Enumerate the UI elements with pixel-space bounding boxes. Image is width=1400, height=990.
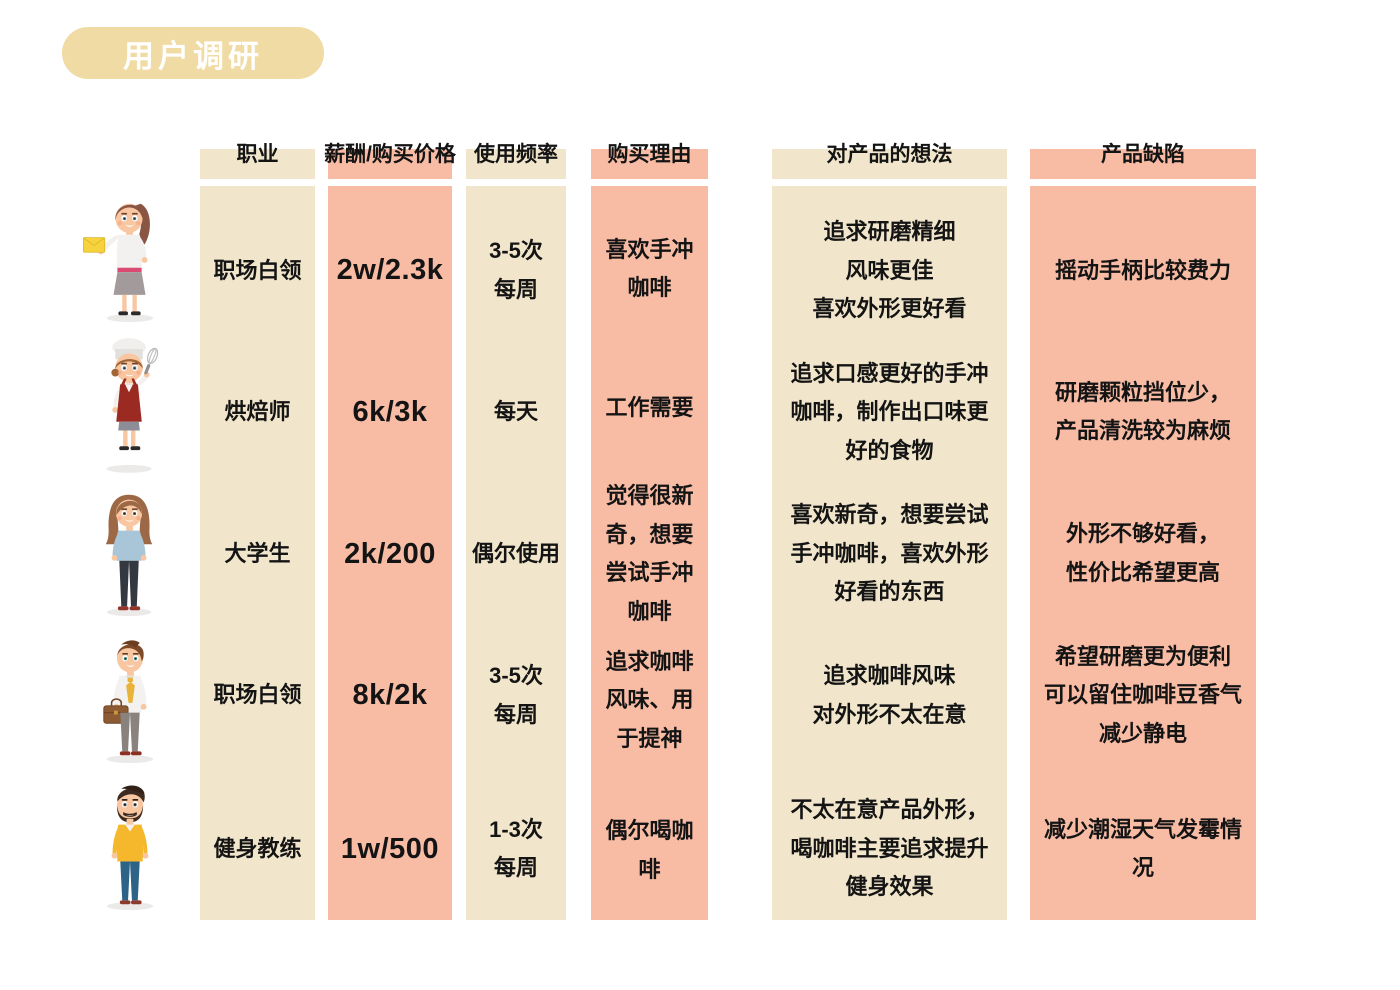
persona-college-student-illustration: [68, 480, 192, 627]
persona-office-man-illustration: [68, 626, 192, 773]
column-header-label: 薪酬/购买价格: [324, 143, 456, 166]
defects-cell: 摇动手柄比较费力: [1054, 257, 1231, 283]
column-frequency: 使用频率 3-5次 每周 每天 偶尔使用 3-5次 每周 1-3次 每周: [466, 143, 566, 920]
frequency-cell: 偶尔使用: [471, 540, 560, 566]
column-header-label: 对产品的想法: [826, 143, 953, 166]
page-title: 用户调研: [123, 38, 263, 74]
column-header-label: 使用频率: [474, 143, 558, 166]
occupation-cell: 大学生: [224, 540, 291, 566]
reason-cell: 工作需要: [605, 394, 694, 420]
column-thoughts: 对产品的想法 追求研磨精细 风味更佳 喜欢外形更好看 追求口感更好的手冲 咖啡，…: [772, 143, 1007, 920]
reason-cell: 追求咖啡 风味、用 于提神: [605, 648, 694, 751]
column-header-thoughts: 对产品的想法: [772, 143, 1007, 179]
salary-cell: 2k/200: [344, 537, 436, 570]
header-strip: [328, 149, 452, 179]
thoughts-cell: 喜欢新奇，想要尝试 手冲咖啡，喜欢外形 好看的东西: [790, 502, 989, 605]
column-body: 摇动手柄比较费力 研磨颗粒挡位少， 产品清洗较为麻烦 外形不够好看， 性价比希望…: [1030, 186, 1256, 920]
column-occupation: 职业 职场白领 烘焙师 大学生 职场白领 健身教练: [200, 143, 315, 920]
column-body: 职场白领 烘焙师 大学生 职场白领 健身教练: [200, 186, 315, 920]
header-strip: [1030, 149, 1256, 179]
column-defects: 产品缺陷 摇动手柄比较费力 研磨颗粒挡位少， 产品清洗较为麻烦 外形不够好看， …: [1030, 143, 1256, 920]
baker-icon: [106, 338, 159, 473]
header-strip: [200, 149, 315, 179]
column-body: 3-5次 每周 每天 偶尔使用 3-5次 每周 1-3次 每周: [466, 186, 566, 920]
defects-cell: 希望研磨更为便利 可以留住咖啡豆香气 减少静电: [1043, 643, 1242, 746]
occupation-cell: 职场白领: [213, 682, 302, 708]
header-strip: [466, 149, 566, 179]
header-strip: [772, 149, 1007, 179]
reason-cell: 喜欢手冲 咖啡: [605, 236, 694, 301]
salary-cell: 2w/2.3k: [336, 254, 444, 287]
column-header-label: 购买理由: [607, 143, 692, 166]
column-header-occupation: 职业: [200, 143, 315, 179]
occupation-cell: 职场白领: [213, 257, 302, 283]
column-reason: 购买理由 喜欢手冲 咖啡 工作需要 觉得很新 奇，想要 尝试手冲 咖啡 追求咖啡…: [591, 143, 708, 920]
thoughts-cell: 不太在意产品外形， 喝咖啡主要追求提升 健身效果: [790, 797, 989, 900]
defects-cell: 外形不够好看， 性价比希望更高: [1065, 521, 1220, 585]
persona-column: [68, 186, 192, 920]
column-header-label: 产品缺陷: [1101, 143, 1185, 166]
persona-baker-illustration: [68, 333, 192, 480]
title-badge: 用户调研: [62, 27, 324, 79]
office-lady-icon: [83, 204, 154, 323]
thoughts-cell: 追求咖啡风味 对外形不太在意: [812, 663, 967, 727]
reason-cell: 偶尔喝咖 啡: [605, 818, 694, 882]
column-header-salary: 薪酬/购买价格: [324, 143, 456, 179]
column-header-frequency: 使用频率: [466, 143, 566, 179]
salary-cell: 1w/500: [340, 832, 440, 865]
thoughts-cell: 追求研磨精细 风味更佳 喜欢外形更好看: [812, 219, 967, 322]
frequency-cell: 3-5次 每周: [489, 663, 543, 727]
frequency-cell: 3-5次 每周: [489, 238, 543, 302]
office-man-icon: [103, 640, 154, 763]
persona-office-lady-illustration: [68, 186, 192, 333]
column-body: 喜欢手冲 咖啡 工作需要 觉得很新 奇，想要 尝试手冲 咖啡 追求咖啡 风味、用…: [591, 186, 708, 920]
salary-cell: 8k/2k: [352, 679, 428, 712]
fitness-coach-icon: [106, 785, 154, 910]
frequency-cell: 每天: [493, 399, 538, 425]
occupation-cell: 烘焙师: [224, 399, 291, 425]
salary-cell: 6k/3k: [352, 396, 428, 429]
column-header-defects: 产品缺陷: [1030, 143, 1256, 179]
persona-fitness-coach-illustration: [68, 773, 192, 920]
college-student-icon: [105, 494, 153, 617]
reason-cell: 觉得很新 奇，想要 尝试手冲 咖啡: [605, 483, 694, 624]
column-body: 追求研磨精细 风味更佳 喜欢外形更好看 追求口感更好的手冲 咖啡，制作出口味更 …: [772, 186, 1007, 920]
column-body: 2w/2.3k 6k/3k 2k/200 8k/2k 1w/500: [328, 186, 452, 920]
defects-cell: 减少潮湿天气发霉情 况: [1043, 816, 1242, 881]
column-salary: 薪酬/购买价格 2w/2.3k 6k/3k 2k/200 8k/2k 1w/50…: [324, 143, 456, 920]
frequency-cell: 1-3次 每周: [489, 816, 543, 881]
column-header-reason: 购买理由: [591, 143, 708, 179]
defects-cell: 研磨颗粒挡位少， 产品清洗较为麻烦: [1054, 379, 1231, 444]
occupation-cell: 健身教练: [213, 835, 302, 861]
research-table: 职业 职场白领 烘焙师 大学生 职场白领 健身教练 薪酬/购买价格 2w/2.3…: [200, 143, 1256, 920]
column-header-label: 职业: [236, 143, 279, 166]
thoughts-cell: 追求口感更好的手冲 咖啡，制作出口味更 好的食物: [790, 360, 989, 463]
header-strip: [591, 149, 708, 179]
